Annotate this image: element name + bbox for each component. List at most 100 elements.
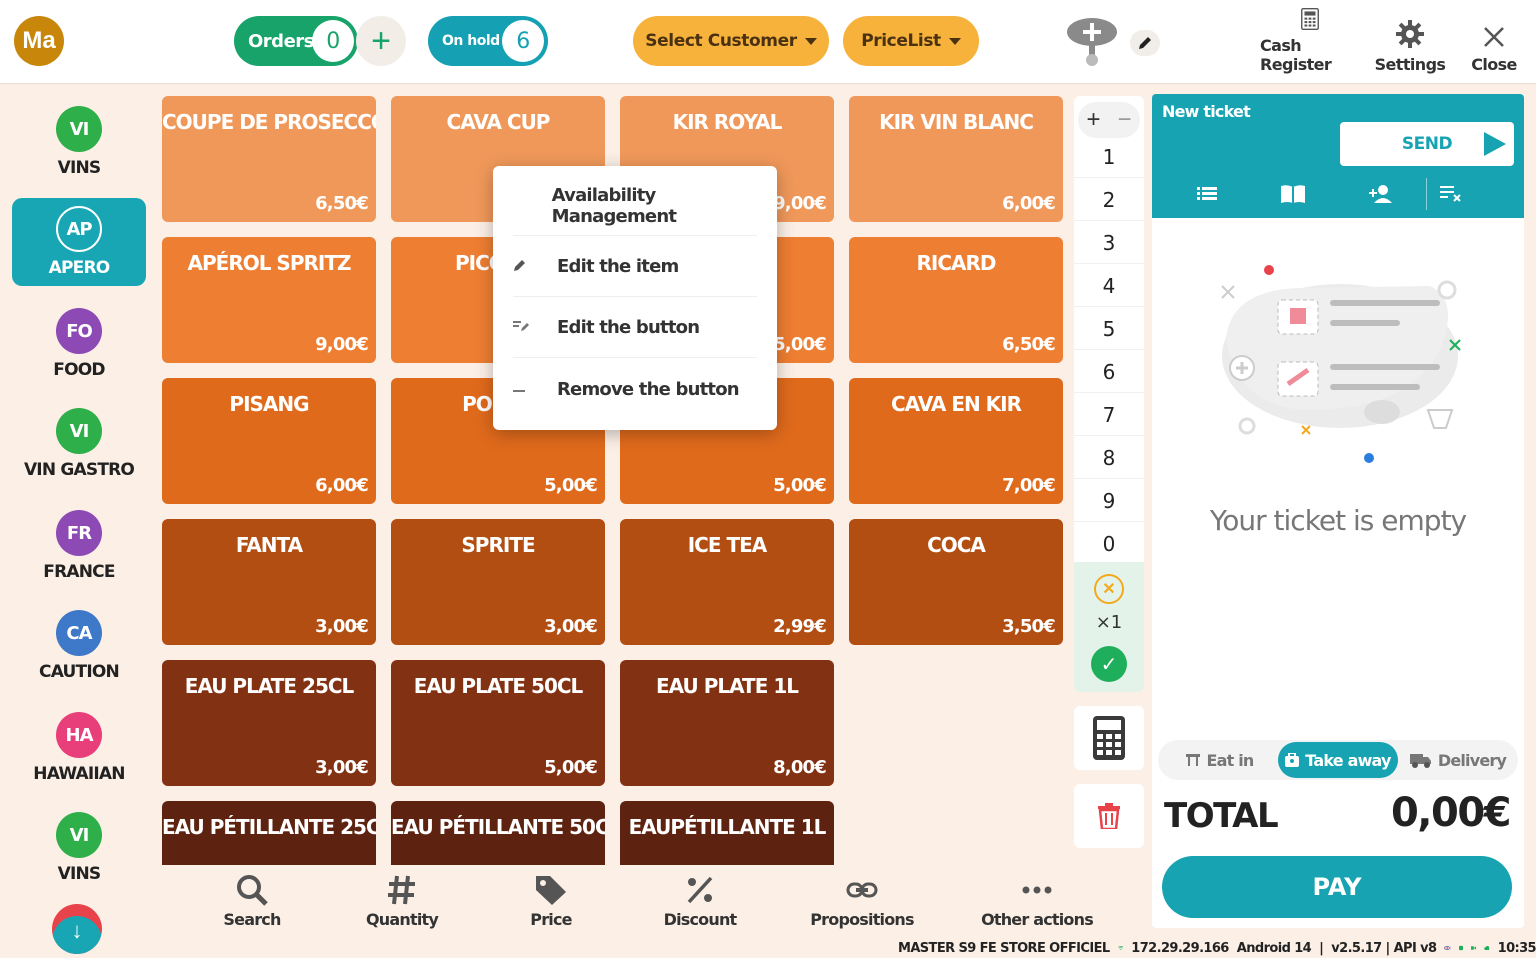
discount-button[interactable]: Discount	[640, 870, 760, 940]
close-button[interactable]: Close	[1444, 8, 1536, 78]
product-tile[interactable]: EAU PLATE 1L 8,00€	[620, 660, 834, 786]
price-label: Price	[530, 910, 572, 929]
bag-icon	[1285, 753, 1300, 767]
product-tile[interactable]: PISANG 6,00€	[162, 378, 376, 504]
sidebar-category-vins[interactable]: VI VINS	[12, 98, 146, 186]
plus-icon[interactable]: +	[1086, 106, 1101, 133]
sidebar-category-vins[interactable]: VI VINS	[12, 804, 146, 892]
gear-icon	[1396, 20, 1424, 48]
product-tile[interactable]: EAUPÉTILLANTE 1L	[620, 801, 834, 865]
store-name: MASTER S9 FE STORE OFFICIEL	[898, 940, 1110, 956]
product-tile[interactable]: APÉROL SPRITZ 9,00€	[162, 237, 376, 363]
product-price: 7,00€	[1002, 475, 1056, 496]
select-customer-label: Select Customer	[645, 31, 797, 51]
category-badge: HA	[56, 712, 102, 758]
availability-management-item[interactable]: Availability Management	[513, 176, 757, 236]
category-label: FRANCE	[43, 562, 115, 582]
list-icon[interactable]	[1192, 182, 1222, 206]
quantity-multiplier: ×1	[1095, 612, 1123, 633]
on-hold-button[interactable]: On hold 6	[428, 16, 548, 66]
product-tile[interactable]: ICE TEA 2,99€	[620, 519, 834, 645]
sidebar-category-apero[interactable]: AP APERO	[12, 198, 146, 286]
product-tile[interactable]: EAU PÉTILLANTE 25CL	[162, 801, 376, 865]
cash-register-label: Cash Register	[1260, 36, 1332, 74]
delete-button[interactable]	[1074, 784, 1144, 848]
scroll-down-button[interactable]: ↓	[52, 904, 102, 954]
minus-icon[interactable]: −	[1117, 106, 1132, 133]
product-tile[interactable]: COCA 3,50€	[849, 519, 1063, 645]
book-icon[interactable]	[1278, 182, 1308, 206]
take-away-option[interactable]: Take away	[1278, 742, 1398, 778]
numpad-key-2[interactable]: 2	[1074, 179, 1144, 221]
add-pin-icon[interactable]	[1066, 14, 1118, 68]
product-price: 3,50€	[1002, 616, 1056, 637]
product-tile[interactable]: COUPE DE PROSECCO 6,50€	[162, 96, 376, 222]
numpad-key-8[interactable]: 8	[1074, 437, 1144, 479]
product-name: EAU PLATE 25CL	[184, 674, 355, 698]
pay-button[interactable]: PAY	[1162, 856, 1512, 918]
category-label: VINS	[57, 158, 102, 178]
other-actions-button[interactable]: Other actions	[977, 870, 1097, 940]
cash-register-button[interactable]: Cash Register	[1260, 8, 1360, 78]
product-tile[interactable]: RICARD 6,50€	[849, 237, 1063, 363]
quantity-label: Quantity	[366, 910, 439, 929]
confirm-quantity-icon[interactable]: ✓	[1091, 646, 1127, 682]
sidebar-category-food[interactable]: FO FOOD	[12, 300, 146, 388]
price-button[interactable]: Price	[491, 870, 611, 940]
settings-button[interactable]: Settings	[1360, 8, 1460, 78]
pencil-icon[interactable]	[1130, 30, 1160, 56]
numpad-key-0[interactable]: 0	[1074, 523, 1144, 565]
product-tile[interactable]: EAU PLATE 25CL 3,00€	[162, 660, 376, 786]
product-price: 2,99€	[773, 616, 827, 637]
discount-label: Discount	[663, 910, 738, 929]
orders-label: Orders	[248, 30, 314, 52]
orders-button[interactable]: Orders 0	[234, 16, 358, 66]
numpad-key-3[interactable]: 3	[1074, 222, 1144, 264]
numpad-key-5[interactable]: 5	[1074, 308, 1144, 350]
remove-button-item[interactable]: Remove the button	[513, 359, 757, 419]
sidebar-category-hawaiian[interactable]: HA HAWAIIAN	[12, 704, 146, 792]
delivery-label: Delivery	[1437, 750, 1507, 770]
uk-flag-icon[interactable]	[1444, 941, 1451, 955]
send-button[interactable]: SEND	[1340, 122, 1514, 166]
product-tile[interactable]: EAU PLATE 50CL 5,00€	[391, 660, 605, 786]
quantity-button[interactable]: Quantity	[342, 870, 462, 940]
play-icon	[1484, 132, 1506, 156]
user-avatar[interactable]: Ma	[14, 16, 64, 66]
eat-in-option[interactable]: Eat in	[1162, 742, 1278, 778]
product-price: 6,50€	[315, 193, 369, 214]
numpad-key-1[interactable]: 1	[1074, 136, 1144, 178]
product-tile[interactable]: SPRITE 3,00€	[391, 519, 605, 645]
product-tile[interactable]: FANTA 3,00€	[162, 519, 376, 645]
plus-minus-toggle[interactable]: + −	[1078, 102, 1140, 138]
cancel-quantity-icon[interactable]: ✕	[1094, 574, 1124, 604]
sidebar-category-caution[interactable]: CA CAUTION	[12, 602, 146, 690]
add-user-icon[interactable]	[1366, 182, 1396, 206]
calculator-button[interactable]	[1074, 706, 1144, 770]
numpad-key-7[interactable]: 7	[1074, 394, 1144, 436]
numpad-key-4[interactable]: 4	[1074, 265, 1144, 307]
category-label: VINS	[57, 864, 102, 884]
propositions-button[interactable]: Propositions	[802, 870, 922, 940]
product-name: KIR ROYAL	[672, 110, 783, 134]
product-tile[interactable]: KIR VIN BLANC 6,00€	[849, 96, 1063, 222]
sidebar-category-vin-gastro[interactable]: VI VIN GASTRO	[12, 400, 146, 488]
numpad-key-9[interactable]: 9	[1074, 480, 1144, 522]
product-price: 6,00€	[1002, 193, 1056, 214]
sidebar-category-france[interactable]: FR FRANCE	[12, 502, 146, 590]
new-order-button[interactable]: +	[356, 16, 406, 66]
clear-list-icon[interactable]	[1436, 182, 1466, 206]
select-customer-button[interactable]: Select Customer	[633, 16, 829, 66]
edit-item-item[interactable]: Edit the item	[513, 237, 757, 297]
category-badge: FR	[56, 510, 102, 556]
chevron-down-icon	[804, 37, 817, 45]
delivery-option[interactable]: Delivery	[1402, 742, 1514, 778]
product-tile[interactable]: CAVA EN KIR 7,00€	[849, 378, 1063, 504]
search-button[interactable]: Search	[192, 870, 312, 940]
database-icon	[1458, 945, 1463, 951]
product-tile[interactable]: EAU PÉTILLANTE 50CL	[391, 801, 605, 865]
edit-button-item[interactable]: Edit the button	[513, 298, 757, 358]
numpad-key-6[interactable]: 6	[1074, 351, 1144, 393]
pricelist-button[interactable]: PriceList	[843, 16, 979, 66]
close-label: Close	[1471, 55, 1517, 74]
